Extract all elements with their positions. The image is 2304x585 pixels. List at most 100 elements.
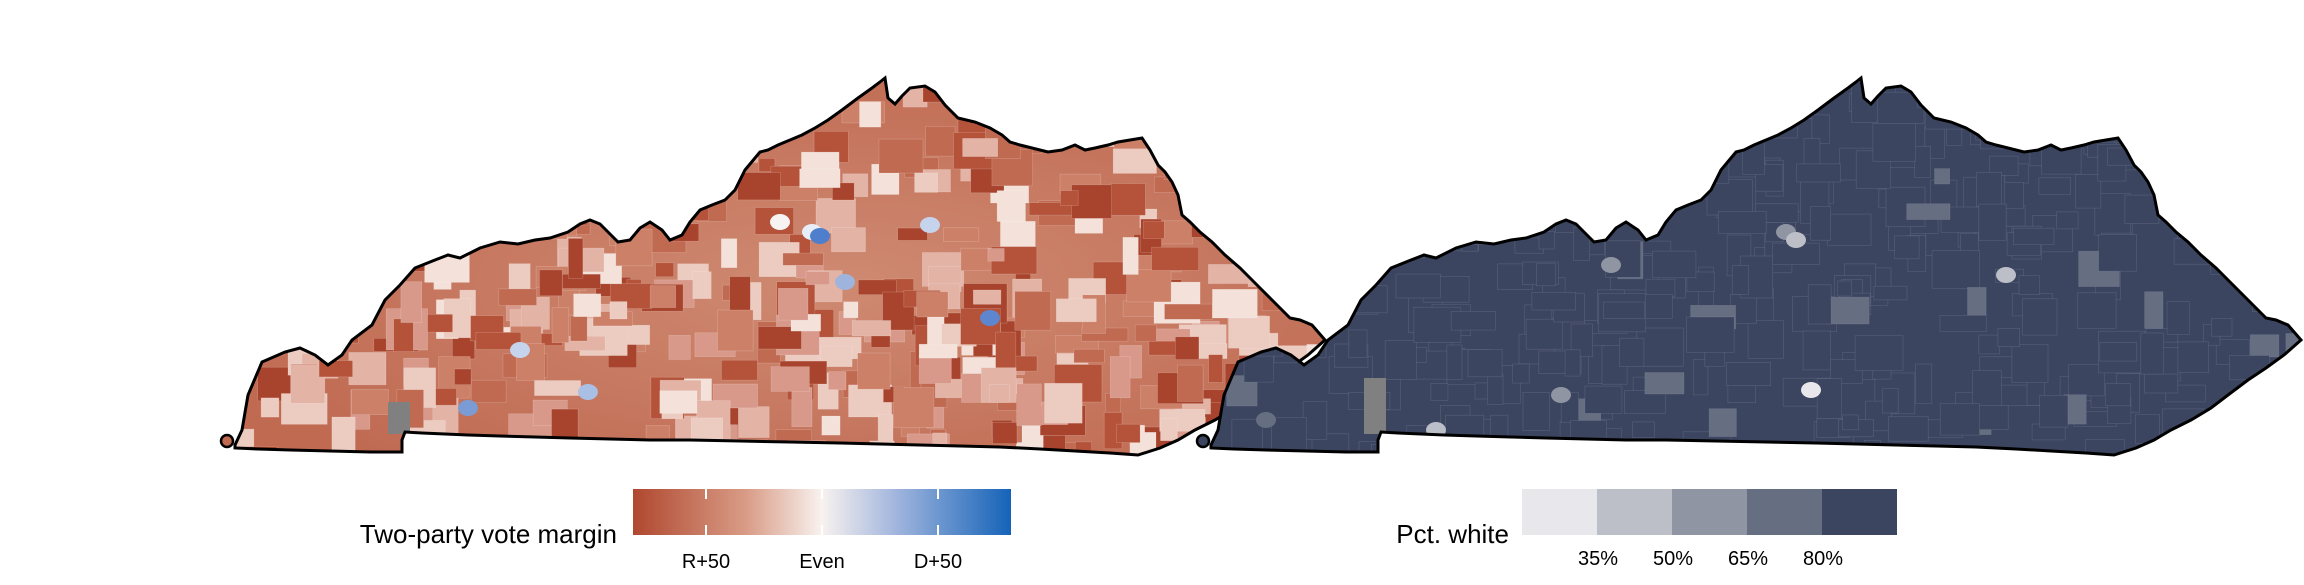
precinct	[651, 152, 670, 178]
precinct	[623, 100, 650, 140]
precinct	[1846, 453, 1872, 455]
precinct	[2169, 86, 2207, 102]
precinct	[775, 429, 812, 455]
precinct	[618, 114, 639, 134]
precinct	[1450, 311, 1496, 331]
precinct	[1330, 458, 1351, 484]
precinct	[2192, 417, 2239, 434]
urban-precinct	[510, 342, 530, 358]
precinct	[1363, 113, 1400, 155]
precinct	[1177, 364, 1204, 402]
precinct	[1163, 84, 1207, 123]
colorbar-ticks	[705, 489, 939, 535]
precinct	[544, 88, 590, 123]
precinct	[1583, 146, 1605, 184]
precinct	[1170, 129, 1219, 155]
precinct	[791, 387, 813, 427]
precinct	[996, 190, 1026, 222]
precinct	[1455, 158, 1475, 191]
precinct	[1644, 372, 1685, 395]
precinct	[1235, 155, 1256, 194]
precinct	[1290, 108, 1325, 134]
precinct	[1163, 148, 1205, 181]
precinct	[398, 458, 436, 478]
precinct	[1585, 453, 1617, 455]
precinct	[1270, 417, 1307, 455]
precinct	[1976, 172, 2003, 208]
precinct	[1621, 204, 1654, 223]
precinct	[1570, 323, 1593, 357]
precinct	[1345, 285, 1388, 314]
precinct	[893, 387, 935, 428]
precinct	[270, 122, 288, 139]
precinct	[1179, 154, 1200, 197]
precinct	[1316, 240, 1325, 282]
precinct	[287, 78, 331, 109]
precinct	[296, 159, 340, 202]
precinct	[1024, 98, 1046, 139]
precinct	[1872, 123, 1917, 162]
precinct	[252, 157, 283, 201]
precinct	[1250, 457, 1285, 471]
precinct	[397, 78, 432, 105]
precinct	[657, 78, 687, 100]
missing-data-patch	[1364, 378, 1386, 434]
precinct	[267, 328, 285, 356]
precinct	[668, 334, 691, 360]
precinct	[1328, 106, 1370, 124]
precinct	[1396, 156, 1436, 172]
precinct	[455, 91, 484, 106]
precinct	[1164, 303, 1213, 320]
precinct	[454, 368, 472, 385]
precinct	[235, 310, 254, 346]
legend-bin-4	[1822, 489, 1897, 535]
precinct	[1119, 455, 1154, 485]
precinct	[1452, 457, 1498, 477]
precinct	[639, 152, 679, 175]
precinct	[1113, 114, 1151, 153]
precinct	[2153, 87, 2200, 117]
precinct	[1390, 139, 1420, 157]
precinct	[2162, 126, 2183, 150]
precinct	[1252, 111, 1291, 153]
precinct	[1811, 114, 1830, 144]
precinct	[1231, 418, 1263, 451]
precinct	[589, 148, 605, 166]
precinct	[1298, 251, 1347, 289]
precinct	[1233, 121, 1259, 135]
precinct	[2124, 194, 2160, 224]
precinct	[393, 318, 414, 352]
precinct	[246, 94, 275, 128]
precinct	[609, 301, 628, 320]
precinct	[243, 312, 279, 345]
precinct	[402, 185, 419, 221]
precinct	[1116, 423, 1141, 443]
precinct	[473, 175, 493, 212]
precinct	[851, 320, 892, 337]
precinct	[1119, 78, 1160, 95]
precinct	[2229, 355, 2270, 381]
precinct	[262, 252, 297, 270]
precinct	[1731, 265, 1749, 295]
precinct	[407, 151, 426, 174]
precinct	[1939, 314, 1987, 332]
precinct	[2230, 80, 2259, 104]
precinct	[1384, 340, 1417, 380]
precinct	[683, 78, 700, 103]
precinct	[1802, 330, 1831, 371]
precinct	[2211, 318, 2233, 337]
precinct	[752, 103, 787, 124]
precinct	[1031, 454, 1053, 455]
precinct	[2272, 442, 2297, 455]
precinct	[1512, 363, 1530, 384]
precinct	[411, 227, 437, 252]
precinct	[1522, 391, 1550, 431]
precinct	[339, 255, 386, 283]
precinct	[857, 279, 897, 295]
precinct	[1618, 121, 1645, 163]
precinct	[1459, 213, 1488, 245]
precinct	[1877, 91, 1925, 124]
precinct	[404, 159, 448, 185]
precinct	[2085, 439, 2125, 455]
precinct	[1218, 102, 1251, 132]
